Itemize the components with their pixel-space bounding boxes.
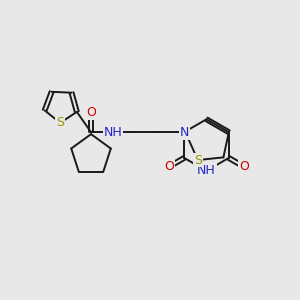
Text: NH: NH [103,126,122,139]
Text: NH: NH [197,164,216,177]
Text: O: O [86,106,96,119]
Text: S: S [56,116,64,129]
Text: S: S [194,154,202,166]
Text: O: O [239,160,249,173]
Text: N: N [179,126,189,139]
Text: O: O [164,160,174,173]
